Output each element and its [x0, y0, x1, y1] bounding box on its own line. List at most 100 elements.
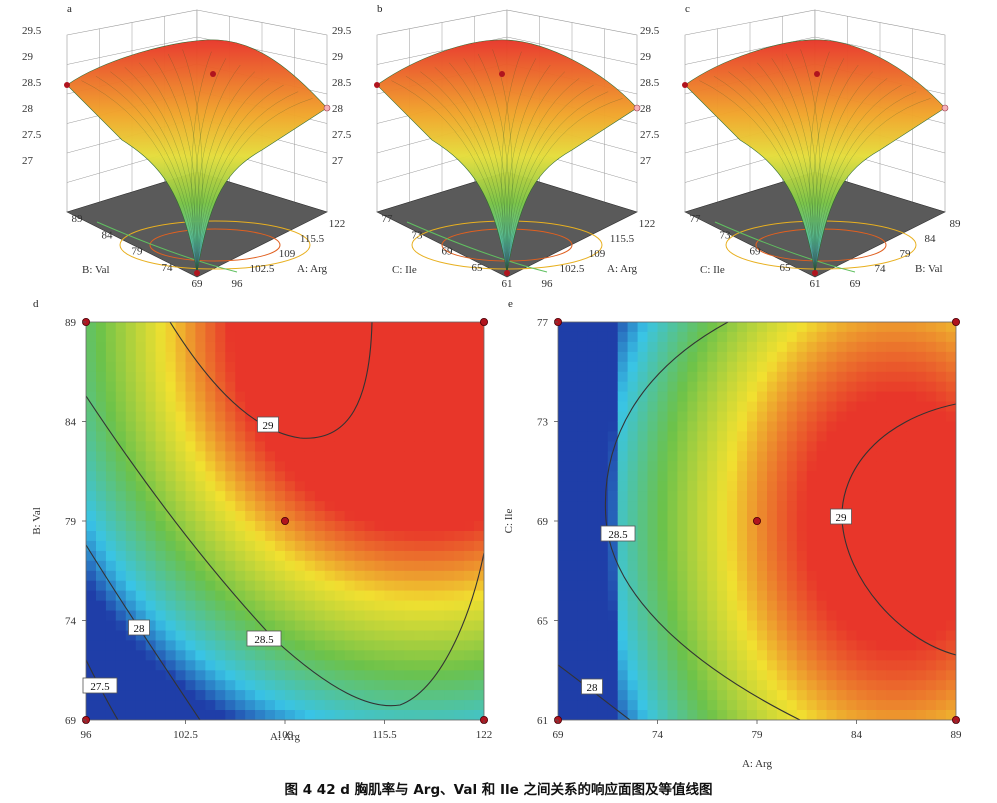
heat-cell — [165, 351, 177, 363]
heat-cell — [786, 411, 798, 423]
heat-cell — [334, 580, 346, 592]
heat-cell — [394, 322, 405, 333]
heat-cell — [324, 620, 336, 631]
floor-tick-label: 89 — [950, 218, 962, 230]
z-tick-label: 27.5 — [332, 129, 352, 141]
heat-cell — [886, 590, 897, 602]
heat-cell — [737, 580, 748, 592]
heat-cell — [384, 441, 395, 452]
heat-cell — [96, 531, 107, 542]
heat-cell — [657, 451, 668, 462]
heat-cell — [936, 570, 947, 582]
heat-cell — [836, 471, 848, 482]
heat-cell — [587, 610, 599, 621]
mesh-line — [813, 64, 859, 274]
heat-cell — [767, 640, 778, 651]
heat-cell — [946, 640, 956, 651]
heat-cell — [568, 660, 579, 671]
heat-cell — [886, 481, 897, 492]
heat-cell — [826, 431, 838, 442]
heat-cell — [205, 361, 216, 373]
heat-cell — [627, 550, 639, 562]
floor-axis-label-left: C: Ile — [700, 264, 725, 276]
heat-cell — [414, 630, 425, 641]
heat-cell — [374, 610, 385, 621]
heat-cell — [175, 361, 187, 373]
heat-cell — [637, 560, 649, 572]
heat-cell — [786, 521, 798, 532]
heat-cell — [687, 341, 698, 353]
heat-cell — [195, 670, 206, 681]
heat-cell — [697, 540, 708, 552]
heat-cell — [727, 411, 738, 423]
heat-cell — [334, 660, 346, 671]
heat-cell — [235, 570, 246, 582]
heat-cell — [597, 660, 609, 671]
heat-cell — [344, 381, 356, 393]
heat-cell — [394, 501, 405, 512]
heat-cell — [946, 351, 956, 363]
heat-cell — [304, 481, 316, 492]
heat-cell — [577, 570, 589, 582]
heat-cell — [135, 451, 147, 462]
heat-cell — [404, 650, 415, 661]
heat-cell — [946, 431, 956, 442]
heat-cell — [697, 660, 708, 671]
heat-cell — [757, 590, 768, 602]
heat-cell — [235, 670, 246, 681]
heat-cell — [936, 351, 947, 363]
heat-cell — [717, 421, 728, 432]
heat-cell — [344, 600, 356, 612]
heat-cell — [404, 371, 415, 383]
heat-cell — [86, 341, 97, 353]
heat-cell — [285, 521, 296, 532]
heat-cell — [324, 590, 336, 602]
heat-cell — [464, 361, 475, 373]
heat-cell — [786, 690, 798, 701]
heat-cell — [617, 680, 629, 691]
heat-cell — [185, 560, 196, 572]
heat-cell — [245, 471, 256, 482]
mesh-line — [194, 58, 227, 274]
heat-cell — [866, 351, 877, 363]
heat-cell — [796, 331, 808, 343]
x-tick-label: 74 — [652, 729, 664, 741]
heat-cell — [314, 650, 326, 661]
heat-cell — [225, 521, 236, 532]
heat-cell — [926, 371, 937, 383]
heat-cell — [627, 700, 639, 711]
heat-cell — [86, 451, 97, 462]
heat-cell — [304, 381, 316, 393]
heat-cell — [587, 550, 599, 562]
heat-cell — [657, 331, 668, 343]
heat-cell — [846, 660, 857, 671]
heat-cell — [568, 431, 579, 442]
heat-cell — [344, 421, 356, 432]
heat-cell — [916, 431, 927, 442]
heat-cell — [916, 511, 927, 522]
floor-tick-label: 122 — [639, 218, 656, 230]
heat-cell — [577, 531, 589, 542]
heat-cell — [165, 471, 177, 482]
heat-cell — [285, 650, 296, 661]
heat-cell — [677, 640, 688, 651]
heat-cell — [105, 331, 117, 343]
heat-cell — [657, 371, 668, 383]
heat-cell — [926, 580, 937, 592]
heat-cell — [876, 640, 887, 651]
heat-cell — [125, 690, 137, 701]
heat-cell — [454, 391, 465, 403]
heat-cell — [225, 640, 236, 651]
heat-cell — [607, 511, 619, 522]
heat-cell — [806, 610, 818, 621]
heat-cell — [245, 521, 256, 532]
heat-cell — [916, 521, 927, 532]
heat-cell — [776, 610, 788, 621]
heat-cell — [454, 570, 465, 582]
heat-cell — [627, 411, 639, 423]
heat-cell — [324, 680, 336, 691]
heat-cell — [936, 531, 947, 542]
heat-cell — [587, 690, 599, 701]
heat-cell — [185, 481, 196, 492]
heat-cell — [757, 640, 768, 651]
